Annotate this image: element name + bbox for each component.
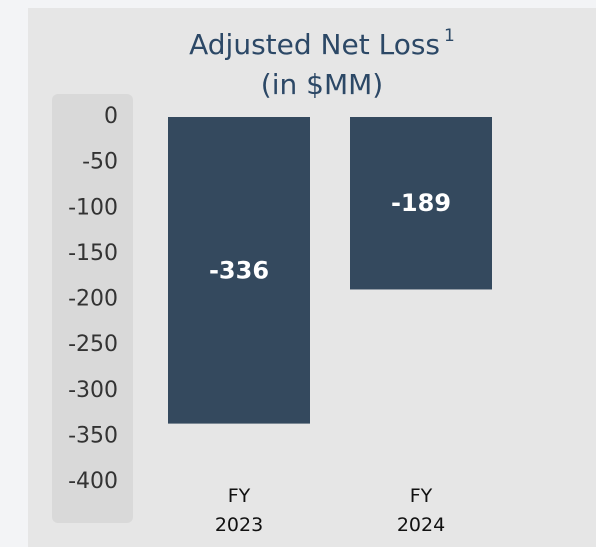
data-label: -189: [391, 189, 451, 217]
title-note: 1: [444, 26, 455, 46]
chart-title: Adjusted Net Loss 1: [189, 26, 455, 61]
y-tick-label: 0: [104, 104, 118, 129]
y-tick-label: -150: [68, 241, 118, 266]
y-tick-label: -100: [68, 195, 118, 220]
y-tick-label: -400: [68, 469, 118, 494]
x-tick-label: FY 2024: [397, 485, 445, 536]
x-tick-line: 2023: [215, 514, 263, 536]
bar: [350, 117, 492, 290]
y-tick-label: -50: [82, 150, 118, 175]
axis-band: [52, 94, 133, 523]
title-text: Adjusted Net Loss: [189, 28, 440, 61]
x-tick-label: FY 2023: [215, 485, 263, 536]
y-tick-label: -200: [68, 287, 118, 312]
x-tick-line: 2024: [397, 514, 445, 536]
bar: [168, 117, 310, 424]
y-tick-label: -250: [68, 332, 118, 357]
y-tick-label: -350: [68, 423, 118, 448]
x-tick-line: FY: [228, 485, 251, 507]
chart-subtitle: (in $MM): [261, 68, 383, 101]
data-label: -336: [209, 256, 269, 284]
y-tick-label: -300: [68, 378, 118, 403]
x-tick-line: FY: [410, 485, 433, 507]
